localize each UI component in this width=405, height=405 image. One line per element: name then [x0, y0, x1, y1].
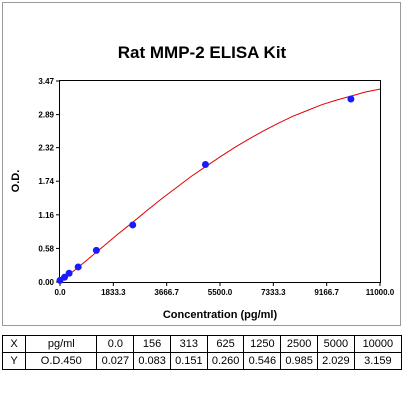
data-point	[347, 95, 355, 103]
x-axis-ticks: 0.0 1833.3 3666.7 5500.0 7333.3 9166.7 11000.0	[54, 282, 395, 297]
data-point	[74, 263, 82, 271]
data-point	[65, 269, 73, 277]
table-cell: 2500	[280, 335, 318, 353]
data-point	[92, 246, 100, 254]
table-cell: 0.083	[133, 352, 171, 370]
y-tick-label: 0.58	[38, 244, 54, 253]
table-cell: O.D.450	[25, 352, 98, 370]
table-cell: 0.0	[96, 335, 135, 353]
table-cell: 156	[133, 335, 171, 353]
y-tick-label: 1.16	[38, 211, 54, 220]
table-cell: Y	[1, 352, 27, 370]
table-cell: 3.159	[353, 352, 403, 370]
table-cell: X	[1, 335, 27, 353]
data-point	[201, 160, 209, 168]
y-tick-label: 2.32	[38, 144, 54, 153]
x-tick-label: 3666.7	[154, 288, 179, 297]
x-tick-label: 0.0	[54, 288, 66, 297]
x-tick-label: 5500.0	[208, 288, 233, 297]
table-cell: 625	[206, 335, 245, 353]
fit-curve	[59, 88, 381, 282]
table-cell: 10000	[353, 335, 403, 353]
data-point	[61, 273, 69, 281]
y-tick-label: 3.47	[38, 77, 54, 86]
x-tick-label: 11000.0	[366, 288, 395, 297]
table-cell: 0.546	[243, 352, 282, 370]
table-cell: 2.029	[316, 352, 355, 370]
table-row: Y O.D.450 0.027 0.083 0.151 0.260 0.546 0.985 2.…	[1, 352, 403, 370]
x-tick-label: 7333.3	[261, 288, 286, 297]
data-points	[56, 95, 355, 284]
plot-area	[59, 80, 381, 283]
table-cell: 313	[169, 335, 208, 353]
table-cell: 1250	[243, 335, 282, 353]
y-tick-label: 0.00	[38, 278, 54, 287]
y-axis-ticks: 0.00 0.58 1.16 1.74 2.32 2.89 3.47	[38, 77, 60, 287]
y-axis-label: O.D.	[10, 170, 22, 193]
chart: Rat MMP-2 ELISA Kit 0.00 0.58 1.16 1.74 2.32…	[10, 43, 395, 321]
table-cell: 0.027	[96, 352, 135, 370]
table-cell: 0.985	[280, 352, 318, 370]
x-axis-label: Concentration (pg/ml)	[163, 309, 278, 321]
x-tick-label: 1833.3	[101, 288, 126, 297]
table-cell: 5000	[316, 335, 355, 353]
y-tick-label: 1.74	[38, 177, 54, 186]
table-cell: 0.260	[206, 352, 245, 370]
table-cell: pg/ml	[25, 335, 98, 353]
table-cell: 0.151	[169, 352, 208, 370]
data-point	[129, 221, 137, 229]
y-tick-label: 2.89	[38, 111, 54, 120]
chart-title: Rat MMP-2 ELISA Kit	[118, 43, 287, 62]
x-tick-label: 9166.7	[314, 288, 339, 297]
